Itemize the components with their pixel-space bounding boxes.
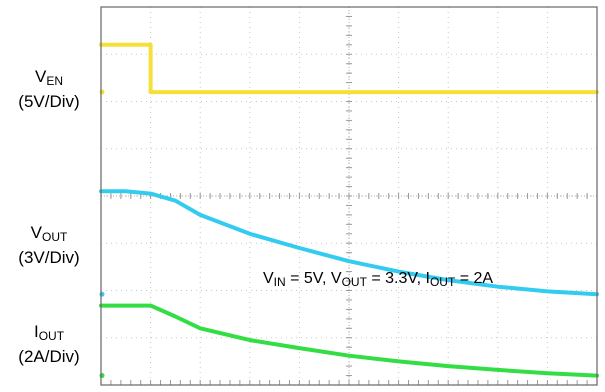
channel-scale-ven: (5V/Div) bbox=[18, 92, 80, 111]
channel-label-vout: VOUT (3V/Div) bbox=[4, 224, 94, 266]
trace-ven bbox=[99, 42, 599, 95]
channel-scale-vout: (3V/Div) bbox=[18, 248, 80, 267]
traces bbox=[99, 42, 599, 379]
grid bbox=[100, 6, 598, 386]
conditions-annotation: VIN = 5V, VOUT = 3.3V, IOUT = 2A bbox=[263, 270, 494, 289]
trace-vout bbox=[99, 189, 599, 297]
channel-label-iout: IOUT (2A/Div) bbox=[4, 323, 94, 365]
plot-frame bbox=[100, 6, 598, 386]
channel-scale-iout: (2A/Div) bbox=[18, 347, 80, 366]
trace-ven-marker bbox=[99, 89, 105, 95]
channel-label-ven: VEN (5V/Div) bbox=[4, 68, 94, 110]
trace-vout-marker bbox=[99, 291, 105, 297]
trace-iout bbox=[99, 303, 599, 378]
trace-iout-marker bbox=[99, 373, 105, 379]
